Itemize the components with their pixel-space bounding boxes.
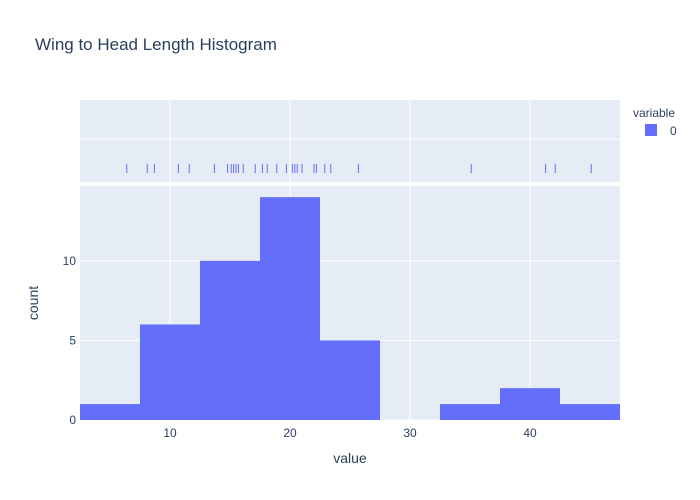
- histogram-bar[interactable]: [500, 388, 560, 420]
- histogram-bar[interactable]: [200, 260, 260, 420]
- y-tick-label: 10: [63, 254, 77, 268]
- x-tick-label: 30: [403, 426, 417, 440]
- histogram-bar[interactable]: [260, 197, 320, 420]
- chart-title: Wing to Head Length Histogram: [35, 35, 277, 54]
- histogram-bar[interactable]: [560, 404, 620, 420]
- legend[interactable]: variable 0: [633, 106, 677, 138]
- x-tick-label: 10: [163, 426, 177, 440]
- y-tick-label: 5: [69, 333, 76, 347]
- rug-marks: [126, 164, 592, 173]
- y-tick-label: 0: [69, 413, 76, 427]
- histogram-bar[interactable]: [80, 404, 140, 420]
- legend-title: variable: [633, 106, 675, 120]
- legend-entry-0: 0: [670, 124, 677, 138]
- y-axis-label: count: [25, 286, 41, 320]
- rug-plot-area: [80, 100, 620, 182]
- histogram-bar[interactable]: [140, 324, 200, 420]
- x-axis-label: value: [333, 450, 367, 466]
- x-tick-label: 40: [523, 426, 537, 440]
- histogram-bars: [80, 197, 620, 420]
- tick-labels: 10 20 30 40 0 5 10: [63, 254, 537, 440]
- histogram-bar[interactable]: [320, 340, 380, 420]
- histogram-bar[interactable]: [440, 404, 500, 420]
- legend-swatch[interactable]: [645, 124, 657, 136]
- x-tick-label: 20: [283, 426, 297, 440]
